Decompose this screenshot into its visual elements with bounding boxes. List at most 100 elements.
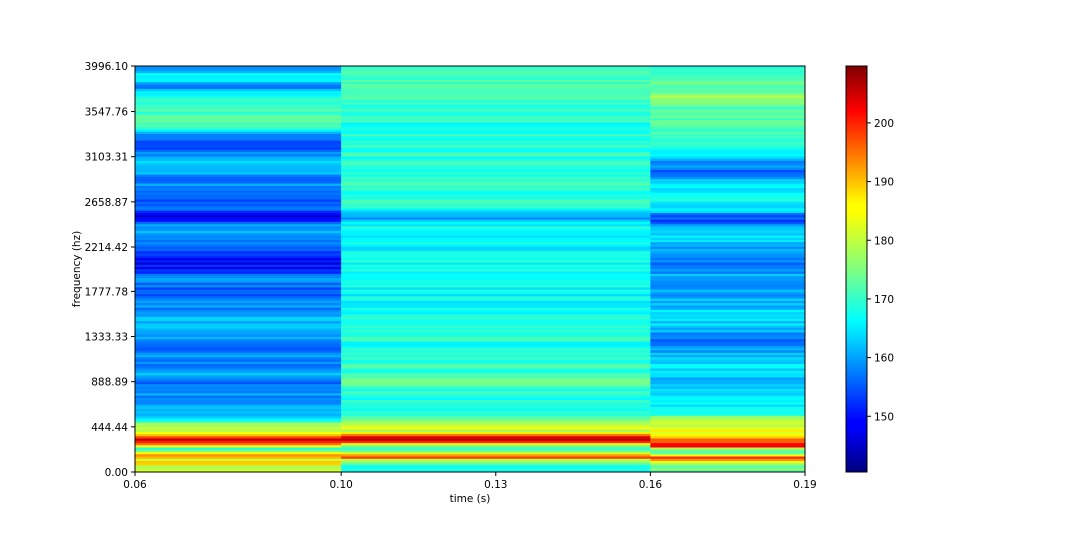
heatmap-cell <box>650 72 805 76</box>
heatmap-cell <box>650 142 805 146</box>
heatmap-cell <box>650 413 805 416</box>
heatmap-cell <box>341 86 651 89</box>
heatmap-cell <box>341 88 651 92</box>
heatmap-cell <box>650 307 805 310</box>
heatmap-cell <box>135 305 342 308</box>
heatmap-cell <box>650 361 805 365</box>
heatmap-cell <box>341 169 651 173</box>
heatmap-cell <box>135 111 342 114</box>
heatmap-cell <box>341 72 651 76</box>
heatmap-cell <box>650 302 805 306</box>
heatmap-cell <box>650 338 805 342</box>
heatmap-cell <box>650 381 805 385</box>
heatmap-cell <box>650 341 805 344</box>
heatmap-cell <box>135 354 342 358</box>
heatmap-cell <box>135 440 342 443</box>
heatmap-cell <box>135 424 342 428</box>
heatmap-cell <box>341 404 651 407</box>
heatmap-cell <box>135 90 342 94</box>
heatmap-cell <box>341 343 651 346</box>
heatmap-cell <box>135 323 342 326</box>
heatmap-cell <box>135 113 342 116</box>
heatmap-cell <box>135 460 342 464</box>
heatmap-cell <box>650 221 805 225</box>
heatmap-cell <box>341 415 651 419</box>
heatmap-cell <box>135 422 342 425</box>
heatmap-cell <box>650 460 805 464</box>
heatmap-cell <box>341 447 651 450</box>
y-tick-label: 2658.87 <box>85 197 128 209</box>
heatmap-cell <box>341 199 651 202</box>
heatmap-cell <box>341 90 651 94</box>
heatmap-cell <box>341 453 651 457</box>
heatmap-cell <box>341 433 651 437</box>
heatmap-cell <box>341 117 651 121</box>
heatmap-cell <box>341 214 651 218</box>
heatmap-cell <box>650 201 805 204</box>
heatmap-cell <box>341 393 651 396</box>
plot-frame <box>134 65 806 473</box>
heatmap-cell <box>650 456 805 459</box>
heatmap-cell <box>650 334 805 337</box>
heatmap-cell <box>650 332 805 335</box>
heatmap-cell <box>341 165 651 168</box>
heatmap-cell <box>650 133 805 137</box>
heatmap-cell <box>135 375 342 378</box>
heatmap-cell <box>341 84 651 87</box>
heatmap-cell <box>135 201 342 204</box>
heatmap-cell <box>650 187 805 191</box>
heatmap-cell <box>135 435 342 439</box>
heatmap-cell <box>341 153 651 157</box>
y-tick-label: 444.44 <box>91 422 128 434</box>
y-tick-label: 1777.78 <box>85 286 128 298</box>
heatmap-cell <box>650 377 805 380</box>
heatmap-cell <box>650 226 805 229</box>
heatmap-cell <box>135 126 342 130</box>
heatmap-cell <box>341 336 651 340</box>
heatmap-cell <box>650 232 805 236</box>
heatmap-cell <box>135 273 342 277</box>
heatmap-cell <box>135 81 342 85</box>
heatmap-cell <box>135 72 342 76</box>
heatmap-cell <box>650 343 805 346</box>
heatmap-cell <box>650 178 805 182</box>
heatmap-cell <box>341 140 651 143</box>
heatmap-cell <box>650 363 805 367</box>
heatmap-cell <box>650 370 805 374</box>
heatmap-cell <box>341 350 651 353</box>
heatmap-cell <box>341 77 651 80</box>
heatmap-cell <box>341 289 651 292</box>
heatmap-cell <box>135 404 342 407</box>
heatmap-cell <box>135 131 342 134</box>
heatmap-cell <box>341 269 651 272</box>
heatmap-cell <box>135 241 342 245</box>
heatmap-cell <box>341 181 651 184</box>
heatmap-cell <box>341 323 651 326</box>
heatmap-cell <box>135 102 342 105</box>
heatmap-cell <box>135 426 342 430</box>
heatmap-cell <box>135 194 342 198</box>
heatmap-cell <box>135 449 342 452</box>
heatmap-cell <box>135 365 342 369</box>
y-tick-label: 2214.42 <box>85 242 128 254</box>
heatmap-cell <box>341 334 651 337</box>
heatmap-cell <box>135 429 342 432</box>
heatmap-cell <box>135 199 342 202</box>
heatmap-cell <box>341 79 651 83</box>
y-tick-label: 3547.76 <box>85 107 129 119</box>
heatmap-cell <box>135 327 342 331</box>
heatmap-cell <box>650 174 805 177</box>
heatmap-cell <box>650 390 805 394</box>
heatmap-cell <box>650 228 805 231</box>
heatmap-cell <box>341 298 651 301</box>
heatmap-cell <box>135 104 342 107</box>
heatmap-cell <box>650 284 805 288</box>
y-axis-label: frequency (hz) <box>71 231 83 307</box>
heatmap-cell <box>341 250 651 254</box>
heatmap-cell <box>650 417 805 421</box>
heatmap-cell <box>650 273 805 277</box>
heatmap-cell <box>341 320 651 324</box>
heatmap-cell <box>650 269 805 272</box>
heatmap-cell <box>341 183 651 186</box>
heatmap-cell <box>135 167 342 171</box>
